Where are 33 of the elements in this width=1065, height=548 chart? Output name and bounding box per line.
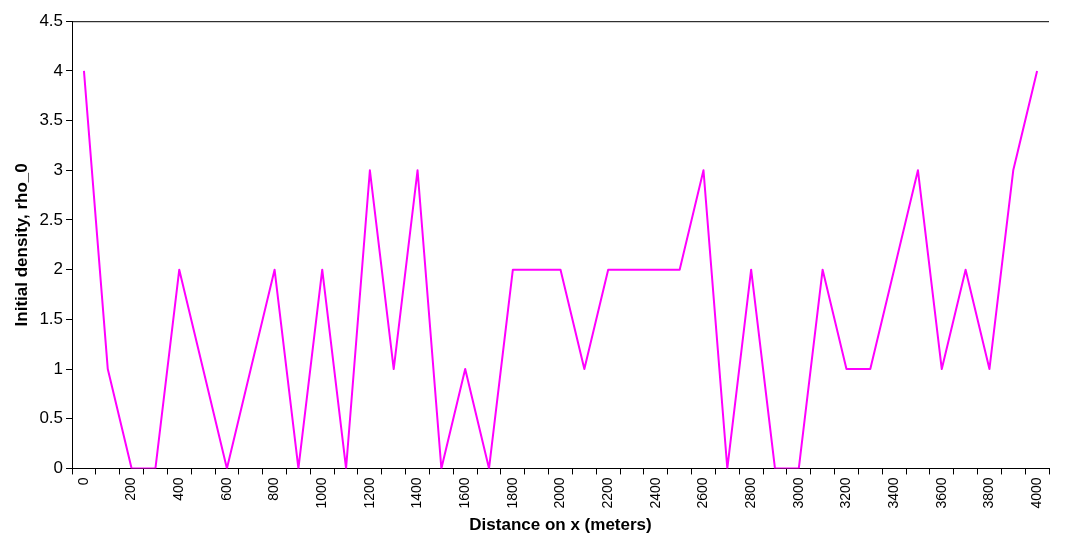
x-tick-label: 3000 — [789, 477, 806, 509]
y-tick-label: 4.5 — [39, 10, 64, 30]
x-tick-label: 400 — [170, 477, 187, 501]
x-tick-label: 3200 — [837, 477, 854, 509]
y-tick-label: 2 — [53, 259, 64, 279]
y-tick-label: 1 — [53, 358, 64, 378]
x-tick-label: 4000 — [1027, 477, 1044, 509]
x-tick-label: 600 — [217, 477, 234, 501]
y-tick-label: 3.5 — [39, 110, 64, 130]
y-tick-label: 0.5 — [39, 408, 64, 428]
x-tick-label: 2200 — [599, 477, 616, 509]
x-tick-label: 2000 — [551, 477, 568, 509]
x-tick-label: 1600 — [456, 477, 473, 509]
x-tick-label: 1800 — [503, 477, 520, 509]
y-tick-label: 0 — [53, 458, 64, 478]
x-tick-label: 2600 — [694, 477, 711, 509]
x-axis-title: Distance on x (meters) — [469, 515, 652, 535]
x-tick-label: 0 — [74, 477, 91, 486]
y-tick-label: 3 — [53, 159, 64, 179]
x-tick-label: 2800 — [742, 477, 758, 509]
x-tick-label: 3600 — [932, 477, 949, 509]
x-tick-label: 800 — [265, 477, 282, 501]
x-tick-label: 2400 — [646, 477, 663, 509]
y-axis-title: Initial density, rho_0 — [11, 163, 31, 327]
x-tick-label: 1000 — [313, 477, 330, 509]
x-tick-label: 200 — [122, 477, 139, 501]
y-tick-label: 4 — [53, 60, 64, 80]
y-tick-label: 1.5 — [39, 309, 64, 329]
x-tick-label: 3400 — [884, 477, 901, 509]
x-tick-label: 1200 — [360, 477, 377, 509]
x-tick-label: 1400 — [408, 477, 425, 509]
y-tick-label: 2.5 — [39, 209, 64, 229]
x-tick-label: 3800 — [980, 477, 997, 509]
